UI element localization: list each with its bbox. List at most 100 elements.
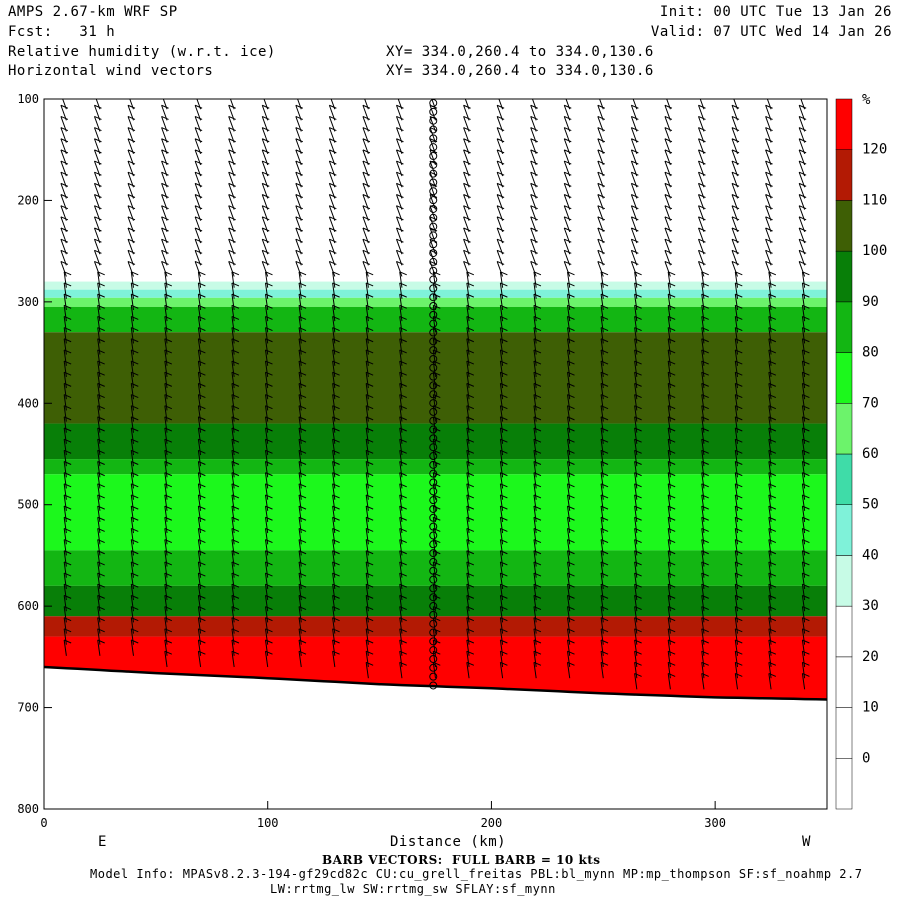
wind-barb (667, 450, 671, 467)
wind-barb (228, 105, 235, 121)
wind-barb (630, 172, 638, 188)
wind-barb (567, 305, 571, 322)
wind-barb-flag (63, 639, 72, 644)
wind-barb-flag (667, 628, 676, 633)
wind-barb-flag (295, 127, 303, 132)
wind-barb-flag (63, 304, 72, 309)
wind-barb-flag (533, 516, 542, 521)
wind-barb (295, 238, 302, 255)
wind-barb-flag (802, 271, 810, 276)
wind-barb (197, 539, 202, 556)
wind-barb (563, 216, 571, 233)
wind-barb (298, 271, 302, 288)
wind-barb (332, 639, 336, 656)
wind-barb-flag (731, 205, 740, 210)
wind-barb-flag (433, 315, 441, 320)
wind-barb (298, 595, 302, 612)
wind-barb (600, 461, 604, 478)
wind-barb-flag (597, 238, 606, 243)
wind-barb (731, 149, 738, 166)
wind-barb-flag (262, 115, 270, 120)
wind-barb-flag (768, 449, 777, 454)
wind-barb-flag (533, 315, 542, 320)
wind-barb (801, 316, 806, 333)
wind-barb-flag (765, 249, 773, 254)
wind-barb (667, 394, 671, 411)
wind-barb (533, 628, 537, 645)
wind-barb (62, 99, 67, 110)
wind-barb-flag (433, 661, 441, 666)
wind-barb (563, 205, 571, 221)
wind-barb (533, 517, 537, 534)
wind-barb-flag (399, 494, 407, 499)
wind-barb (597, 194, 604, 210)
wind-barb-flag (735, 628, 743, 633)
wind-barb-flag (533, 494, 542, 499)
wind-barb-flag (564, 182, 572, 187)
wind-barb (399, 316, 403, 333)
wind-barb-flag (735, 304, 743, 309)
wind-barb (231, 305, 235, 322)
wind-barb (365, 595, 369, 612)
wind-barb-flag (466, 639, 475, 644)
wind-barb-flag (332, 416, 340, 421)
wind-barb (328, 227, 336, 244)
wind-barb (499, 427, 504, 444)
wind-barb (530, 261, 537, 277)
wind-barb-flag (466, 461, 475, 465)
wind-barb-flag (265, 516, 273, 521)
wind-barb (261, 149, 269, 166)
wind-barb-flag (164, 405, 173, 410)
wind-barb (60, 227, 67, 244)
wind-barb-flag (765, 115, 773, 120)
wind-barb-flag (765, 127, 773, 132)
wind-barb-flag (231, 338, 240, 343)
wind-barb (261, 205, 269, 221)
wind-barb-flag (701, 516, 709, 521)
wind-barb (261, 216, 269, 233)
wind-barb (194, 238, 202, 255)
wind-barb (496, 238, 504, 255)
wind-barb-flag (567, 650, 575, 655)
wind-barb (164, 651, 168, 668)
wind-barb (365, 349, 369, 366)
wind-barb-flag (265, 617, 273, 622)
wind-barb (600, 427, 604, 444)
wind-barb-flag (365, 606, 374, 610)
wind-barb (332, 316, 336, 333)
wind-barb (634, 450, 638, 467)
wind-barb-flag (332, 461, 340, 465)
wind-barb (634, 584, 638, 601)
wind-barb (664, 138, 671, 154)
wind-barb (261, 250, 269, 266)
wind-barb (701, 483, 705, 500)
wind-barb (365, 584, 369, 601)
wind-barb-flag (298, 550, 307, 555)
wind-barb-flag (735, 472, 743, 477)
wind-barb-flag (698, 205, 706, 210)
wind-barb-flag (265, 304, 273, 309)
wind-barb-flag (533, 394, 542, 399)
wind-barb (667, 383, 671, 400)
wind-barb (533, 271, 537, 288)
wind-barb-flag (798, 182, 807, 187)
wind-barb-flag (600, 650, 609, 655)
wind-barb (768, 472, 772, 489)
wind-barb-flag (164, 315, 173, 320)
wind-barb (332, 472, 336, 489)
wind-barb-flag (298, 594, 307, 599)
wind-barb (630, 238, 638, 255)
wind-barb-flag (332, 516, 340, 521)
wind-barb-flag (667, 382, 676, 387)
wind-barb (664, 116, 671, 132)
wind-barb (630, 183, 638, 199)
wind-barb (565, 99, 571, 110)
wind-barb (768, 483, 772, 500)
colorbar-segment (835, 656, 853, 708)
wind-barb (664, 261, 671, 277)
wind-barb (667, 584, 671, 601)
wind-barb-flag (231, 594, 240, 599)
wind-barb (396, 172, 403, 188)
wind-barb (597, 227, 604, 244)
wind-barb (197, 361, 202, 377)
